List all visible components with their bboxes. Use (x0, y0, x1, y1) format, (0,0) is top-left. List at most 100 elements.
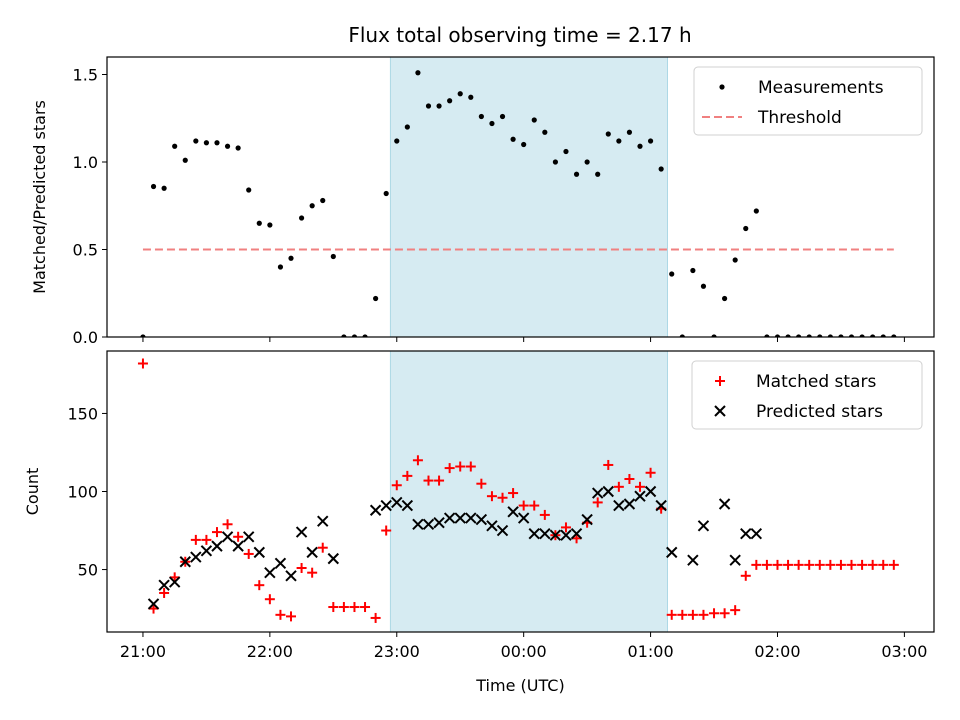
predicted-stars-point (740, 527, 752, 540)
x-tick-label: 22:00 (247, 642, 293, 661)
x-tick-label: 01:00 (628, 642, 674, 661)
legend-label: Measurements (758, 78, 884, 98)
matched-stars-point (338, 602, 349, 613)
predicted-stars-point (412, 518, 424, 530)
predicted-stars-point (422, 518, 435, 530)
matched-stars-point (296, 562, 307, 573)
measurement-point (679, 334, 685, 337)
matched-stars-point (730, 605, 741, 616)
matched-stars-point (508, 488, 519, 499)
predicted-stars-point (718, 498, 731, 510)
measurement-point (510, 136, 516, 142)
predicted-stars-point (602, 485, 614, 498)
predicted-stars-point (179, 556, 191, 568)
y-tick-label: 1.0 (73, 153, 98, 172)
matched-stars-point (391, 480, 402, 491)
measurement-point (785, 334, 791, 337)
predicted-stars-point (634, 490, 646, 502)
measurement-point (256, 220, 262, 226)
measurement-point (774, 334, 781, 337)
legend-marker-predicted (714, 405, 726, 417)
measurement-point (753, 208, 759, 214)
matched-stars-point (740, 570, 751, 581)
measurement-point (320, 197, 326, 204)
y-tick-label: 0.5 (73, 241, 98, 260)
matched-stars-point (814, 559, 825, 570)
measurement-point (309, 203, 315, 209)
measurement-point (542, 129, 548, 135)
predicted-stars-point (306, 546, 318, 559)
measurement-point (521, 141, 527, 148)
matched-stars-point (444, 463, 455, 474)
measurement-point (796, 334, 802, 337)
matched-stars-point (666, 609, 677, 620)
predicted-stars-point (211, 540, 223, 552)
legend-label: Matched stars (756, 372, 876, 392)
measurement-point (891, 334, 897, 337)
y-tick-label: 100 (67, 483, 98, 502)
matched-stars-point (465, 461, 476, 472)
matched-stars-point (603, 459, 614, 470)
matched-stars-point (254, 580, 265, 591)
matched-stars-point (317, 542, 328, 553)
matched-stars-point (793, 559, 804, 570)
y-tick-label: 1.5 (73, 66, 98, 85)
matched-stars-point (624, 474, 635, 485)
y-axis-label: Matched/Predicted stars (30, 100, 49, 294)
measurement-point (584, 159, 590, 165)
measurement-point (827, 334, 833, 337)
predicted-stars-point (507, 506, 519, 518)
y-tick-label: 150 (67, 404, 98, 423)
predicted-stars-point (613, 499, 625, 512)
matched-stars-point (159, 587, 170, 598)
matched-stars-point (402, 470, 413, 481)
measurement-point (351, 334, 358, 337)
predicted-stars-point (190, 551, 202, 563)
predicted-stars-point (655, 499, 667, 512)
measurement-point (468, 94, 474, 100)
matched-stars-point (137, 358, 148, 369)
matched-stars-point (677, 609, 688, 620)
measurement-point (478, 113, 484, 120)
x-tick-label: 23:00 (374, 642, 420, 661)
measurement-point (806, 334, 812, 337)
predicted-stars-point (560, 529, 572, 541)
matched-stars-point (719, 608, 730, 619)
matched-stars-point (645, 467, 656, 478)
bottom-panel: 50 100 150 21:00 22:00 23:00 00:00 01:00 02:00 03… (23, 350, 935, 695)
measurement-point (288, 255, 294, 261)
measurement-point (711, 334, 717, 337)
matched-stars-point (381, 525, 392, 536)
matched-stars-point (307, 567, 318, 578)
predicted-stars-point (317, 515, 329, 527)
matched-stars-point (825, 559, 836, 570)
predicted-stars-point (687, 554, 699, 566)
predicted-stars-point (243, 531, 255, 543)
predicted-stars-point (729, 554, 741, 566)
matched-stars-point (497, 492, 508, 503)
measurement-point (732, 257, 738, 263)
matched-stars-point (698, 609, 709, 620)
matched-stars-point (476, 478, 487, 489)
predicted-stars-point (496, 524, 509, 537)
legend-marker-measurements (719, 84, 725, 90)
measurement-point (140, 334, 146, 337)
legend-marker-matched (715, 376, 725, 386)
matched-stars-point (211, 527, 222, 538)
predicted-stars-point (517, 512, 530, 524)
observing-window-span (389, 56, 668, 338)
predicted-stars-point (570, 527, 583, 540)
measurement-point (246, 187, 252, 193)
measurement-point (859, 334, 865, 337)
predicted-stars-point (285, 570, 297, 582)
measurement-point (425, 103, 432, 109)
predicted-stars-point (147, 598, 160, 610)
measurement-point (880, 334, 886, 337)
predicted-stars-point (443, 512, 456, 524)
measurement-point (298, 215, 305, 221)
matched-stars-point (233, 531, 244, 542)
measurement-point (383, 190, 389, 197)
measurement-point (658, 166, 664, 172)
measurement-point (193, 138, 199, 144)
